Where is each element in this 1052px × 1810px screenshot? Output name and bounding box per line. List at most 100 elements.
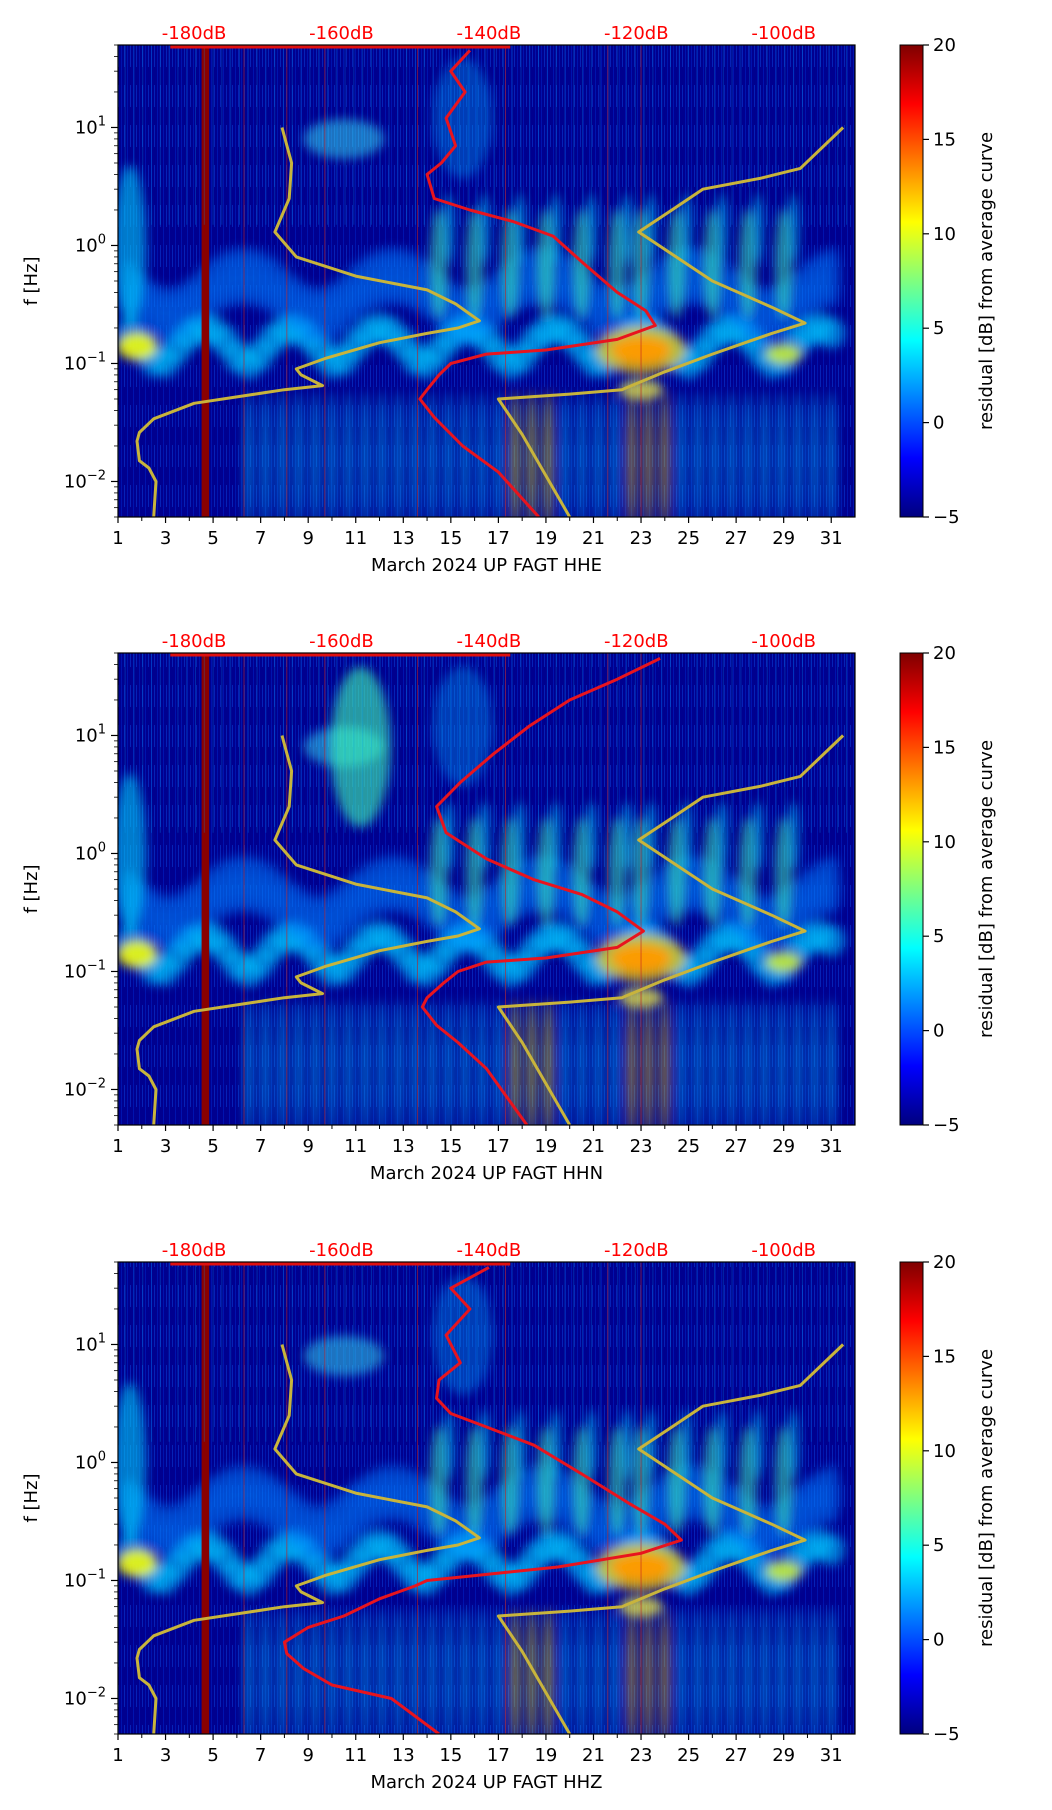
top-db-label: -180dB <box>162 23 227 44</box>
x-tick-label: 13 <box>392 1745 415 1766</box>
x-tick-label: 1 <box>112 1745 123 1766</box>
x-tick-label: 25 <box>677 1745 700 1766</box>
colorbar-tick-label: −5 <box>933 1115 960 1136</box>
spectrogram-streaks <box>124 45 847 517</box>
x-tick-label: 19 <box>534 1136 557 1157</box>
colorbar-label: residual [dB] from average curve <box>976 132 997 430</box>
average-psd-curve <box>282 1266 683 1734</box>
top-db-label: -180dB <box>162 631 227 652</box>
y-axis-label: f [Hz] <box>21 864 42 913</box>
top-db-label: -120dB <box>604 23 669 44</box>
x-tick-label: 13 <box>392 1136 415 1157</box>
x-tick-label: 27 <box>725 528 748 549</box>
x-tick-label: 15 <box>439 1136 462 1157</box>
colorbar-tick-label: 10 <box>933 224 956 245</box>
colorbar-tick-label: 20 <box>933 643 956 664</box>
x-tick-label: 5 <box>207 528 218 549</box>
x-tick-label: 3 <box>160 1136 171 1157</box>
x-tick-label: 31 <box>820 1136 843 1157</box>
colorbar <box>899 1261 924 1735</box>
x-tick-label: 23 <box>630 1745 653 1766</box>
x-tick-label: 9 <box>302 1136 313 1157</box>
x-tick-label: 29 <box>772 528 795 549</box>
y-tick-label: 10−1 <box>64 1567 106 1591</box>
model-curve-left <box>135 1344 481 1734</box>
x-tick-label: 31 <box>820 528 843 549</box>
top-db-label: -140dB <box>457 1240 522 1261</box>
y-tick-label: 10−2 <box>64 1685 106 1709</box>
spectrogram-streaks <box>124 653 847 1125</box>
colorbar-tick-label: 10 <box>933 1441 956 1462</box>
x-tick-label: 17 <box>487 1136 510 1157</box>
x-tick-label: 5 <box>207 1136 218 1157</box>
x-tick-label: 9 <box>302 1745 313 1766</box>
y-tick-label: 10−2 <box>64 468 106 492</box>
x-tick-label: 7 <box>255 528 266 549</box>
colorbar-tick-label: 15 <box>933 1346 956 1367</box>
model-curve-left <box>135 127 481 517</box>
x-tick-label: 23 <box>630 1136 653 1157</box>
y-tick-label: 100 <box>75 232 106 256</box>
top-db-label: -180dB <box>162 1240 227 1261</box>
y-tick-label: 10−1 <box>64 350 106 374</box>
x-tick-label: 27 <box>725 1745 748 1766</box>
average-psd-curve <box>420 657 661 1125</box>
y-axis-label: f [Hz] <box>21 256 42 305</box>
x-tick-label: 25 <box>677 1136 700 1157</box>
top-db-label: -140dB <box>457 23 522 44</box>
average-psd-curve <box>418 49 657 517</box>
y-tick-label: 101 <box>75 114 106 138</box>
x-tick-label: 11 <box>344 1745 367 1766</box>
x-tick-label: 1 <box>112 1136 123 1157</box>
colorbar-tick-label: 5 <box>933 1535 944 1556</box>
colorbar-tick-label: 0 <box>933 1630 944 1651</box>
x-tick-label: 15 <box>439 1745 462 1766</box>
x-tick-label: 21 <box>582 1745 605 1766</box>
colorbar-tick-label: 20 <box>933 1252 956 1273</box>
x-tick-label: 1 <box>112 528 123 549</box>
model-curve-right <box>496 126 845 517</box>
colorbar-tick-label: 10 <box>933 832 956 853</box>
colorbar-tick-label: 5 <box>933 926 944 947</box>
colorbar-tick-label: 15 <box>933 737 956 758</box>
colorbar-label: residual [dB] from average curve <box>976 1349 997 1647</box>
spectrogram-energy <box>118 58 846 517</box>
colorbar-tick-label: 20 <box>933 35 956 56</box>
top-db-label: -140dB <box>457 631 522 652</box>
x-tick-label: 13 <box>392 528 415 549</box>
y-tick-label: 101 <box>75 722 106 746</box>
x-tick-label: 11 <box>344 528 367 549</box>
x-tick-label: 3 <box>160 528 171 549</box>
x-tick-label: 21 <box>582 528 605 549</box>
x-tick-label: 25 <box>677 528 700 549</box>
x-tick-label: 17 <box>487 1745 510 1766</box>
x-tick-label: 31 <box>820 1745 843 1766</box>
x-tick-label: 19 <box>534 1745 557 1766</box>
x-tick-label: 23 <box>630 528 653 549</box>
x-tick-label: 21 <box>582 1136 605 1157</box>
top-db-label: -100dB <box>751 1240 816 1261</box>
x-axis-label: March 2024 UP FAGT HHZ <box>371 1772 603 1793</box>
top-db-label: -100dB <box>751 631 816 652</box>
colorbar-tick-label: 0 <box>933 1021 944 1042</box>
x-tick-label: 7 <box>255 1745 266 1766</box>
model-curve-right <box>496 1343 845 1734</box>
x-tick-label: 11 <box>344 1136 367 1157</box>
colorbar-tick-label: 15 <box>933 129 956 150</box>
x-tick-label: 15 <box>439 528 462 549</box>
y-axis-label: f [Hz] <box>21 1473 42 1522</box>
x-tick-label: 29 <box>772 1136 795 1157</box>
y-tick-label: 100 <box>75 1449 106 1473</box>
colorbar-tick-label: 0 <box>933 413 944 434</box>
top-db-label: -120dB <box>604 631 669 652</box>
model-curve-right <box>496 734 845 1125</box>
top-db-label: -100dB <box>751 23 816 44</box>
x-tick-label: 19 <box>534 528 557 549</box>
y-tick-label: 100 <box>75 840 106 864</box>
y-tick-label: 10−2 <box>64 1076 106 1100</box>
y-tick-label: 101 <box>75 1331 106 1355</box>
